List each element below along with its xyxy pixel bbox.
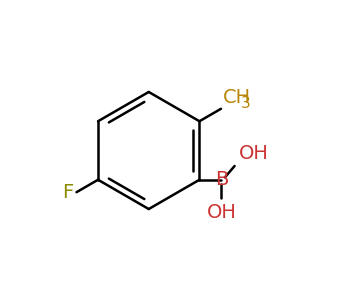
Text: OH: OH <box>206 203 236 222</box>
Text: B: B <box>215 170 228 189</box>
Text: 3: 3 <box>241 95 251 110</box>
Text: CH: CH <box>222 88 251 107</box>
Text: OH: OH <box>239 144 269 163</box>
Text: F: F <box>62 183 73 202</box>
